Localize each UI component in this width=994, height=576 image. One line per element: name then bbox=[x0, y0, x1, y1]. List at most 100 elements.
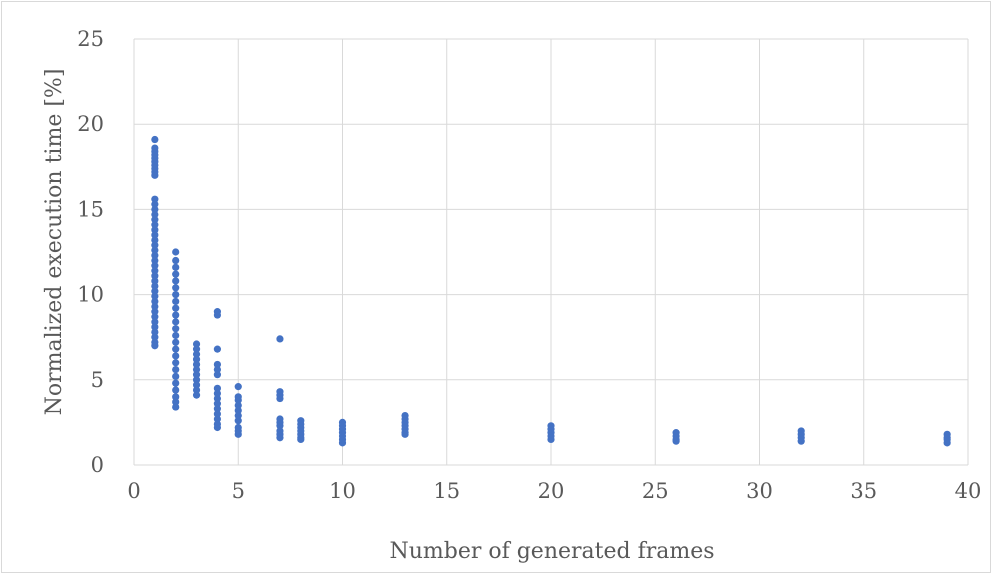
data-point bbox=[213, 405, 221, 413]
data-point bbox=[172, 270, 180, 278]
data-point bbox=[213, 415, 221, 423]
data-point bbox=[151, 282, 159, 290]
data-point bbox=[172, 263, 180, 271]
data-point bbox=[151, 200, 159, 208]
data-point bbox=[401, 430, 409, 438]
data-point bbox=[172, 345, 180, 353]
data-point bbox=[192, 345, 201, 353]
data-point bbox=[151, 308, 159, 316]
data-point bbox=[172, 325, 180, 333]
data-point bbox=[172, 291, 180, 299]
data-point bbox=[234, 406, 242, 415]
data-point bbox=[547, 435, 555, 444]
x-tick-label: 30 bbox=[746, 479, 773, 503]
y-tick-label: 15 bbox=[77, 197, 104, 221]
data-point bbox=[151, 323, 159, 331]
data-point bbox=[213, 394, 221, 403]
data-point bbox=[151, 277, 159, 285]
data-point bbox=[172, 311, 180, 319]
data-point bbox=[172, 297, 180, 306]
data-point bbox=[151, 221, 159, 229]
y-tick-label: 20 bbox=[77, 112, 104, 136]
data-point bbox=[172, 386, 180, 394]
data-point bbox=[234, 430, 242, 438]
gridlines bbox=[133, 38, 969, 466]
data-point bbox=[151, 342, 159, 350]
y-tick-label: 5 bbox=[91, 368, 104, 392]
data-point bbox=[213, 400, 221, 408]
data-point bbox=[151, 171, 159, 179]
data-point bbox=[192, 355, 201, 363]
data-points bbox=[151, 135, 951, 447]
data-point bbox=[234, 383, 242, 391]
data-point bbox=[192, 376, 201, 384]
data-point bbox=[172, 277, 180, 285]
data-point bbox=[151, 205, 159, 213]
data-point bbox=[172, 359, 180, 367]
data-point bbox=[151, 328, 159, 336]
x-tick-label: 15 bbox=[433, 479, 460, 503]
data-point bbox=[213, 311, 221, 319]
data-point bbox=[151, 292, 159, 300]
data-point bbox=[672, 437, 680, 445]
x-tick-label: 35 bbox=[850, 479, 877, 503]
data-point bbox=[151, 313, 159, 321]
data-point bbox=[192, 360, 201, 369]
data-point bbox=[276, 422, 284, 430]
data-point bbox=[797, 437, 805, 445]
data-point bbox=[192, 391, 201, 399]
data-point bbox=[172, 393, 180, 401]
data-point bbox=[151, 135, 159, 144]
data-point bbox=[151, 318, 159, 326]
data-point bbox=[172, 403, 180, 411]
data-point bbox=[338, 439, 347, 447]
data-point bbox=[172, 304, 180, 312]
data-point bbox=[234, 417, 242, 425]
data-point bbox=[151, 256, 159, 265]
data-point bbox=[172, 379, 180, 387]
data-point bbox=[213, 389, 221, 398]
data-point bbox=[192, 371, 201, 379]
data-point bbox=[234, 401, 242, 409]
data-point bbox=[213, 423, 221, 432]
data-point bbox=[297, 435, 305, 444]
x-tick-label: 5 bbox=[232, 479, 245, 503]
data-point bbox=[234, 396, 242, 404]
data-point bbox=[213, 345, 221, 353]
data-point bbox=[172, 331, 180, 340]
data-point bbox=[151, 231, 159, 239]
data-point bbox=[192, 340, 201, 348]
y-tick-label: 0 bbox=[91, 453, 104, 477]
data-point bbox=[172, 318, 180, 326]
data-point bbox=[172, 338, 180, 346]
x-tick-label: 40 bbox=[955, 479, 982, 503]
tick-labels: 0 5 10 15 20 25 30 35 40 0 5 10 15 20 25 bbox=[77, 27, 981, 503]
data-point bbox=[192, 381, 201, 389]
data-point bbox=[276, 335, 284, 343]
data-point bbox=[943, 439, 951, 447]
x-tick-label: 10 bbox=[329, 479, 356, 503]
data-point bbox=[192, 365, 201, 374]
x-tick-label: 20 bbox=[538, 479, 565, 503]
data-point bbox=[151, 216, 159, 224]
data-point bbox=[172, 284, 180, 292]
data-point bbox=[151, 241, 159, 249]
data-point bbox=[172, 248, 180, 256]
data-point bbox=[172, 365, 180, 374]
data-point bbox=[213, 371, 221, 379]
y-tick-label: 25 bbox=[77, 27, 104, 51]
data-point bbox=[192, 350, 201, 358]
data-point bbox=[151, 297, 159, 306]
data-point bbox=[151, 246, 159, 254]
data-point bbox=[151, 262, 159, 270]
data-point bbox=[213, 360, 221, 369]
data-point bbox=[151, 333, 159, 341]
data-point bbox=[151, 272, 159, 280]
data-point bbox=[151, 226, 159, 234]
data-point bbox=[172, 352, 180, 360]
data-point bbox=[276, 394, 284, 403]
data-point bbox=[151, 210, 159, 219]
y-tick-label: 10 bbox=[77, 283, 104, 307]
data-point bbox=[151, 302, 159, 311]
